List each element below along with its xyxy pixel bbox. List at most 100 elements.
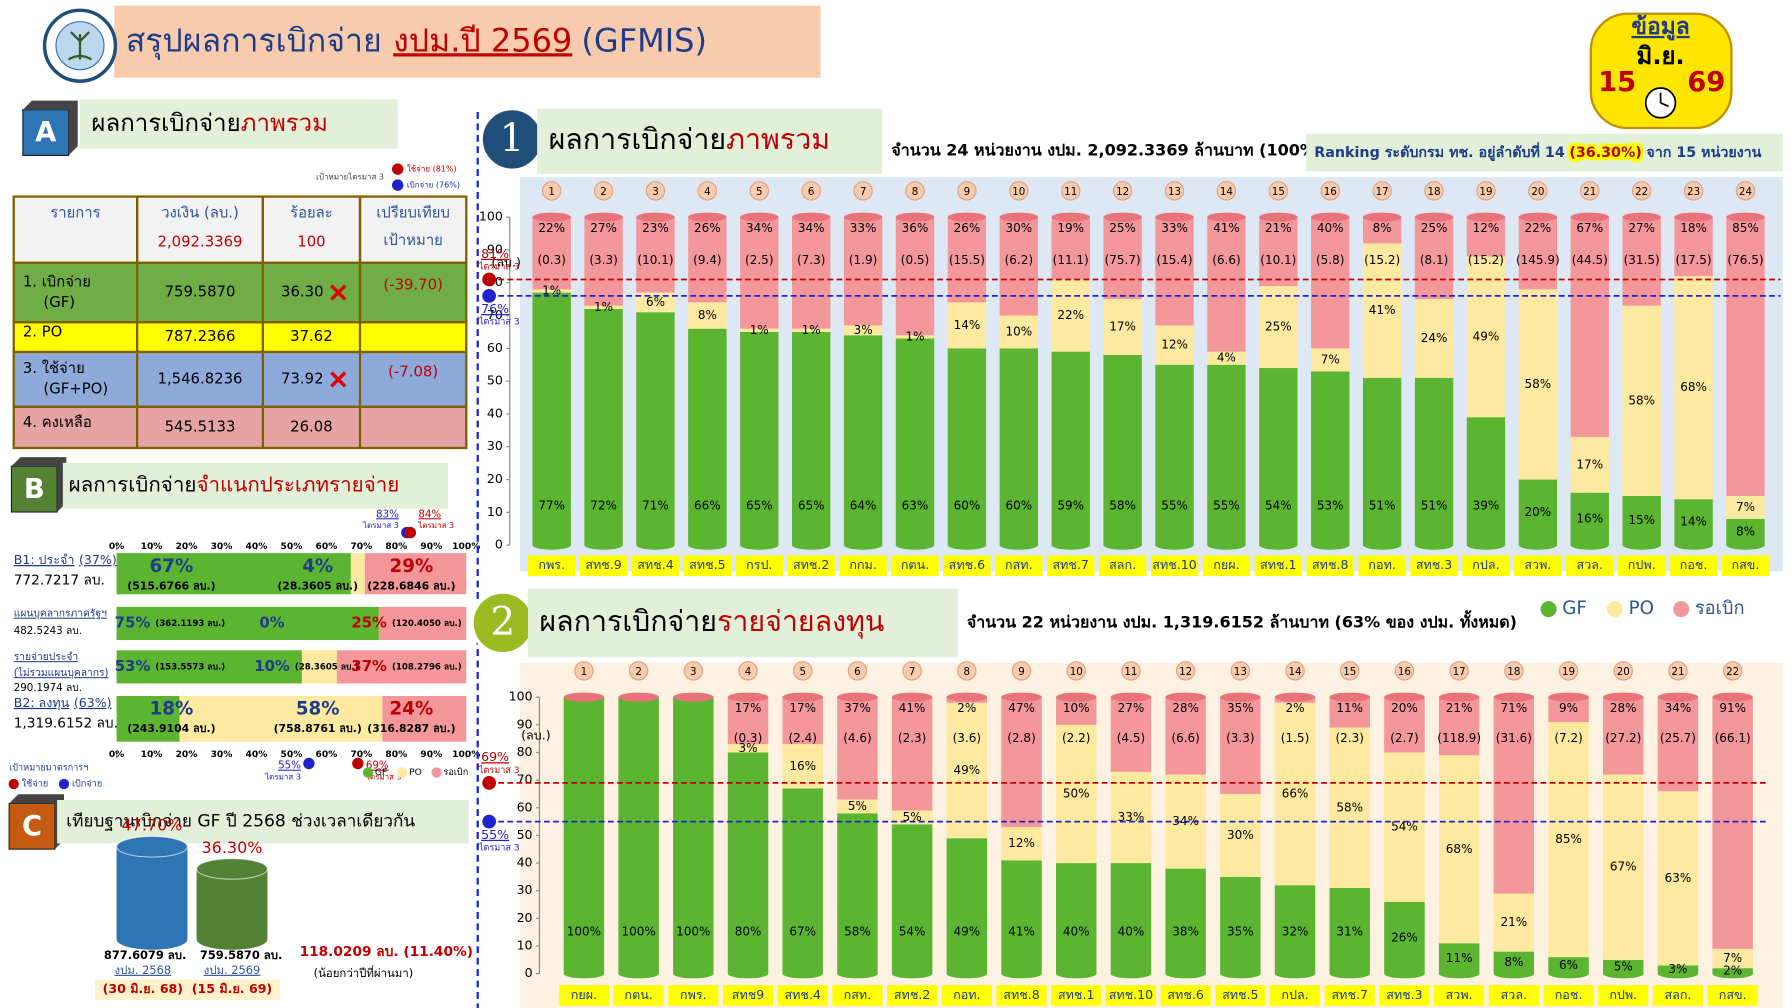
off-target-mark bbox=[330, 371, 347, 388]
x-tick-label: สทช.1 bbox=[1260, 557, 1296, 572]
cylinder-date: (30 มิ.ย. 68) bbox=[103, 981, 183, 996]
rank-label: 15 bbox=[1272, 186, 1285, 198]
category-box bbox=[1566, 555, 1614, 576]
data-label: 22% bbox=[538, 221, 565, 235]
rank-label: 6 bbox=[808, 186, 815, 198]
category-box bbox=[1269, 985, 1321, 1006]
category-box bbox=[1707, 985, 1758, 1006]
x-tick-label: กอช. bbox=[1555, 987, 1583, 1002]
stacked-segment bbox=[1274, 702, 1316, 886]
text-part: (37%) bbox=[79, 551, 117, 566]
stacked-segment bbox=[1165, 697, 1206, 775]
target-note: ไตรมาส 3 bbox=[478, 317, 520, 328]
date-month: มิ.ย. bbox=[1637, 42, 1685, 70]
legend-dot bbox=[1606, 601, 1623, 618]
cylinder-top bbox=[1110, 692, 1152, 702]
cylinder-top bbox=[1259, 212, 1298, 222]
rank-badge bbox=[1009, 181, 1029, 201]
stacked-segment bbox=[1438, 755, 1480, 944]
text-part: ผลการเบิกจ่าย bbox=[91, 109, 240, 137]
stacked-segment bbox=[1165, 868, 1206, 974]
target-label: 84% bbox=[418, 508, 441, 520]
table-total: 2,092.3369 bbox=[158, 232, 243, 250]
text-part: ผลการเบิกจ่าย bbox=[549, 122, 727, 156]
stacked-segment bbox=[584, 217, 623, 306]
segment-amount: (28.3605 ลบ.) bbox=[277, 579, 358, 592]
page-title: สรุปผลการเบิกจ่าย งปม.ปี 2569 (GFMIS) bbox=[126, 21, 707, 60]
category-box bbox=[1462, 555, 1510, 576]
rank-badge bbox=[957, 661, 977, 681]
data-label: 19% bbox=[1057, 221, 1084, 235]
rank-badge bbox=[1230, 661, 1251, 681]
x-tick-label: สทช.4 bbox=[637, 557, 673, 572]
stacked-segment bbox=[1570, 217, 1609, 437]
x-tick-label: กปพ. bbox=[1628, 557, 1656, 572]
data-label: 39% bbox=[1473, 498, 1500, 512]
data-label: 10% bbox=[1005, 324, 1032, 338]
data-label: 5% bbox=[848, 799, 867, 813]
stacked-segment bbox=[1001, 860, 1042, 974]
cylinder-top bbox=[563, 692, 605, 702]
rank-label: 23 bbox=[1687, 186, 1700, 198]
y-tick-label: 10 bbox=[487, 504, 503, 519]
y-tick-label: 30 bbox=[517, 882, 533, 897]
x-tick-label: กตน. bbox=[624, 987, 652, 1002]
table-header: ร้อยละ bbox=[290, 204, 333, 222]
section-title-box bbox=[80, 99, 398, 149]
amount-label: (27.2) bbox=[1605, 731, 1641, 745]
section-icon-top bbox=[22, 100, 78, 156]
legend-dot bbox=[362, 767, 374, 778]
axis-tick-label: 30% bbox=[211, 542, 233, 552]
rank-badge bbox=[1504, 661, 1524, 681]
rank-badge bbox=[905, 181, 925, 201]
section-title: เทียบฐานเบิกจ่าย GF ปี 2568 ช่วงเวลาเดีย… bbox=[66, 812, 415, 832]
stacked-segment bbox=[1414, 217, 1454, 300]
y-tick-label: 40 bbox=[517, 855, 533, 870]
row-item: 1. เบิกจ่าย bbox=[23, 272, 91, 290]
amount-label: (25.7) bbox=[1660, 731, 1696, 745]
target-label: 76% bbox=[481, 301, 509, 316]
x-tick-label: สวล. bbox=[1501, 987, 1527, 1002]
text-part: ผลการเบิกจ่าย bbox=[69, 473, 197, 497]
axis-tick-label: 90% bbox=[420, 542, 442, 552]
stacked-segment bbox=[584, 305, 623, 309]
data-label: 80% bbox=[735, 925, 762, 939]
x-tick-label: กสท. bbox=[1005, 557, 1033, 572]
category-box bbox=[996, 985, 1047, 1006]
legend-label: รอเบิก bbox=[443, 767, 468, 778]
amount-label: (6.6) bbox=[1171, 731, 1199, 745]
target-note: ไตรมาส 3 bbox=[417, 521, 454, 530]
y-tick-label: 100 bbox=[479, 209, 503, 224]
cylinder-top bbox=[1311, 212, 1350, 222]
data-label: 17% bbox=[789, 701, 816, 715]
amount-label: (75.7) bbox=[1105, 253, 1141, 267]
row-item: 3. ใช้จ่าย bbox=[23, 359, 85, 377]
cylinder-budget: งปม. 2569 bbox=[204, 963, 261, 977]
chart-number: 2 bbox=[490, 600, 515, 645]
data-label: 40% bbox=[1063, 925, 1090, 939]
cylinder bbox=[196, 868, 268, 940]
x-tick-label: สทช.6 bbox=[949, 557, 985, 572]
stacked-segment bbox=[584, 308, 623, 546]
x-tick-label: กปพ. bbox=[1609, 987, 1637, 1002]
axis-tick-label: 90% bbox=[420, 750, 442, 760]
amount-label: (1.9) bbox=[849, 253, 877, 267]
rank-label: 7 bbox=[909, 666, 916, 678]
legend-dot bbox=[58, 778, 70, 790]
axis-tick-label: 0% bbox=[109, 542, 125, 552]
data-label: 33% bbox=[1118, 810, 1145, 824]
rank-badge bbox=[1631, 181, 1652, 201]
category-box bbox=[1150, 555, 1199, 576]
axis-tick-label: 60% bbox=[315, 542, 337, 552]
rank-label: 13 bbox=[1168, 186, 1181, 198]
rank-label: 10 bbox=[1012, 186, 1025, 198]
x-tick-label: กสข. bbox=[1719, 987, 1747, 1002]
axis-tick-label: 30% bbox=[211, 750, 233, 760]
text-part: B1: ประจำ bbox=[14, 551, 75, 566]
stacked-segment bbox=[350, 553, 365, 595]
rank-label: 17 bbox=[1376, 186, 1389, 198]
stacked-segment bbox=[895, 217, 935, 336]
x-tick-label: กพร. bbox=[680, 987, 707, 1002]
target-note: ไตรมาส 3 bbox=[264, 773, 301, 782]
segment-label: 24% bbox=[390, 699, 434, 720]
